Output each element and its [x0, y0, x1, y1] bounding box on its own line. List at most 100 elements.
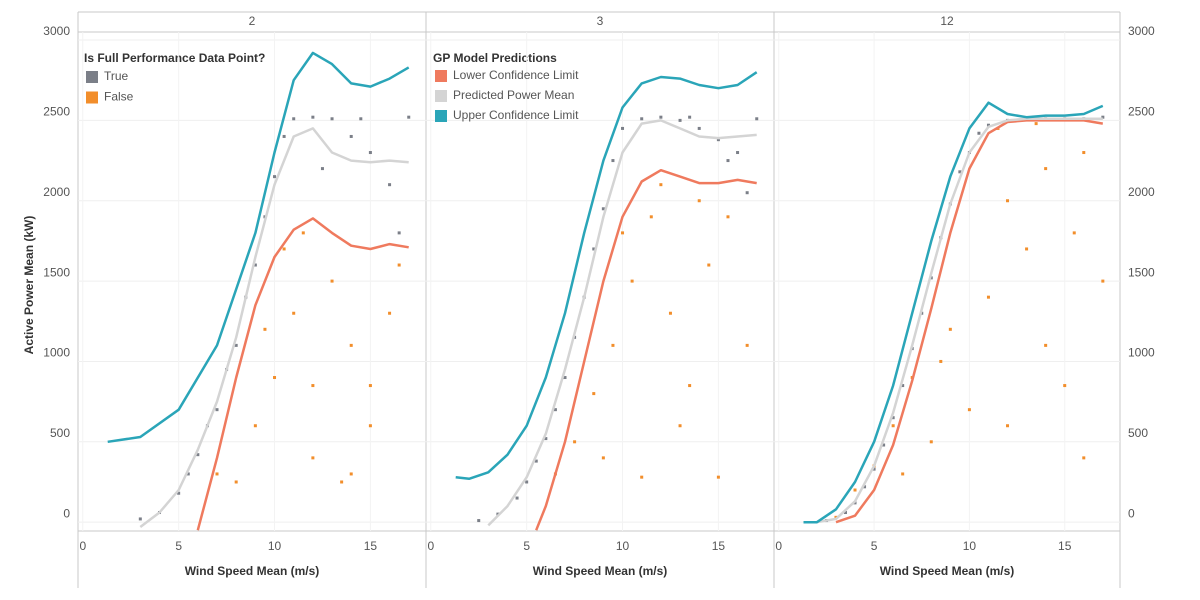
data-point: [215, 472, 219, 476]
data-point: [563, 376, 567, 380]
y-tick-label: 0: [1128, 506, 1135, 520]
prediction-line: [835, 119, 1104, 524]
data-point: [678, 118, 682, 122]
legend-title: GP Model Predictions: [433, 51, 557, 65]
data-point: [349, 472, 353, 476]
prediction-line: [196, 217, 409, 531]
legend-label: Upper Confidence Limit: [453, 108, 579, 122]
data-point: [678, 424, 682, 428]
data-point: [716, 475, 720, 479]
data-point: [292, 311, 296, 315]
data-point: [640, 475, 644, 479]
y-tick-label: 1500: [1128, 265, 1155, 279]
prediction-line: [487, 119, 757, 527]
data-point: [697, 199, 701, 203]
data-point: [388, 183, 392, 187]
panel-title: 12: [940, 14, 954, 28]
y-tick-label: 0: [63, 506, 70, 520]
data-point: [688, 115, 692, 119]
data-point: [234, 343, 238, 347]
data-point: [843, 511, 847, 515]
prediction-line: [139, 127, 409, 528]
legend-label: Predicted Power Mean: [453, 88, 574, 102]
data-point: [958, 170, 962, 174]
data-point: [368, 384, 372, 388]
data-point: [1044, 167, 1048, 171]
prediction-line: [107, 51, 410, 444]
data-point: [397, 231, 401, 235]
data-point: [967, 408, 971, 412]
data-point: [397, 263, 401, 267]
data-point: [882, 443, 886, 447]
data-point: [349, 134, 353, 138]
data-point: [282, 134, 286, 138]
x-axis-title: Wind Speed Mean (m/s): [880, 564, 1015, 578]
x-tick-label: 10: [616, 539, 630, 553]
panel-title: 3: [597, 14, 604, 28]
data-point: [234, 480, 238, 484]
data-point: [611, 343, 615, 347]
y-tick-label: 2000: [43, 185, 70, 199]
data-point: [853, 488, 857, 492]
data-point: [1063, 384, 1067, 388]
data-point: [707, 263, 711, 267]
data-point: [515, 496, 519, 500]
prediction-line: [455, 71, 758, 481]
data-point: [745, 343, 749, 347]
x-axis-title: Wind Speed Mean (m/s): [185, 564, 320, 578]
data-point: [716, 138, 720, 142]
x-tick-label: 5: [871, 539, 878, 553]
data-point: [553, 408, 557, 412]
data-point: [755, 117, 759, 121]
legend-swatch: [86, 71, 98, 83]
legend-swatch: [86, 91, 98, 104]
data-point: [659, 115, 663, 119]
data-point: [1006, 199, 1010, 203]
data-point: [320, 167, 324, 171]
data-point: [253, 424, 257, 428]
data-point: [273, 175, 277, 179]
prediction-line: [535, 168, 757, 531]
data-point: [688, 384, 692, 388]
legend-swatch: [435, 70, 447, 82]
data-point: [736, 151, 740, 155]
x-axis-title: Wind Speed Mean (m/s): [533, 564, 668, 578]
data-point: [592, 392, 596, 396]
data-point: [1101, 279, 1105, 283]
data-point: [601, 207, 605, 211]
y-tick-label: 1000: [43, 346, 70, 360]
data-point: [891, 416, 895, 420]
data-point: [359, 117, 363, 121]
y-tick-label: 500: [1128, 426, 1148, 440]
data-point: [891, 424, 895, 428]
data-point: [1101, 115, 1105, 119]
data-point: [697, 126, 701, 130]
data-point: [726, 215, 730, 219]
x-tick-label: 0: [775, 539, 782, 553]
legend-swatch: [435, 110, 447, 122]
data-point: [138, 517, 142, 521]
data-point: [253, 263, 257, 267]
legend-label: False: [104, 90, 134, 104]
data-point: [177, 491, 181, 495]
data-point: [621, 231, 625, 235]
data-point: [1034, 122, 1038, 126]
data-point: [273, 376, 277, 380]
y-tick-label: 3000: [1128, 24, 1155, 38]
y-tick-label: 3000: [43, 24, 70, 38]
prediction-line: [803, 101, 1104, 524]
data-point: [292, 117, 296, 121]
panel-title: 2: [249, 14, 256, 28]
data-point: [726, 159, 730, 163]
data-point: [330, 117, 334, 121]
data-point: [640, 117, 644, 121]
y-tick-label: 2000: [1128, 185, 1155, 199]
x-tick-label: 10: [268, 539, 282, 553]
legend-label: Lower Confidence Limit: [453, 68, 579, 82]
data-point: [601, 456, 605, 460]
data-point: [939, 359, 943, 363]
data-point: [525, 480, 529, 484]
data-point: [630, 279, 634, 283]
x-tick-label: 5: [523, 539, 530, 553]
